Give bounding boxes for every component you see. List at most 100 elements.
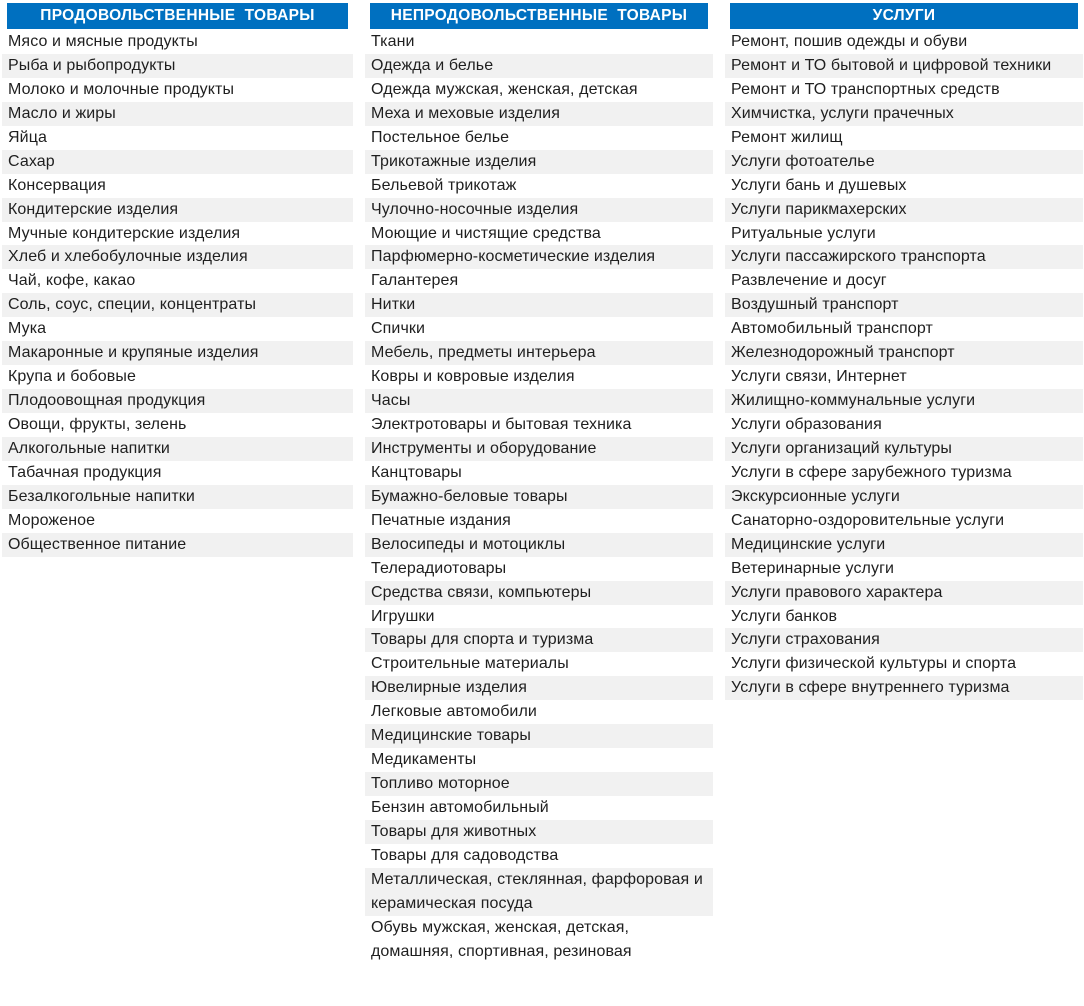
list-item: Безалкогольные напитки [2,484,353,509]
list-item: Крупа и бобовые [8,368,136,386]
list-item: Услуги правового характера [725,580,1083,605]
list-item: Легковые автомобили [371,703,537,721]
list-item: Воздушный транспорт [725,293,1083,318]
column-header-nonfood: НЕПРОДОВОЛЬСТВЕННЫЕ ТОВАРЫ [370,3,708,29]
list-item: Услуги пассажирского транспорта [725,245,1083,270]
list-item: Медицинские товары [365,724,713,749]
list-item: Кондитерские изделия [2,197,353,222]
list-item: Бельевой трикотаж [371,176,517,194]
list-item: Часы [365,389,713,413]
list-item: Мука [8,320,47,338]
list-item: Велосипеды и мотоциклы [365,532,713,557]
list-item: Ритуальные услуги [731,224,876,242]
category-table: ПРОДОВОЛЬСТВЕННЫЕ ТОВАРЫ Мясо и мясные п… [2,3,1083,964]
list-item: Обувь мужская, женская, детская, домашня… [371,918,632,960]
list-item: Санаторно-оздоровительные услуги [731,511,1005,529]
list-item: Товары для садоводства [371,846,559,864]
column-header-services: УСЛУГИ [730,3,1078,29]
list-item: Жилищно-коммунальные услуги [725,389,1083,413]
column-rows-services: Ремонт, пошив одежды и обуви Ремонт и ТО … [725,30,1083,701]
list-item: Мебель, предметы интерьера [365,341,713,366]
list-item: Товары для животных [365,819,713,844]
list-item: Одежда и белье [365,53,713,78]
list-item: Соль, соус, специи, концентраты [2,293,353,318]
list-item: Товары для спорта и туризма [365,628,713,653]
list-item: Общественное питание [2,532,353,557]
column-title: НЕПРОДОВОЛЬСТВЕННЫЕ ТОВАРЫ [390,7,688,24]
list-item: Ткани [371,33,415,50]
list-item: Электротовары и бытовая техника [371,416,632,433]
list-item: Нитки [365,293,713,318]
column-rows-nonfood: Ткани Одежда и белье Одежда мужская, женск… [365,30,713,964]
list-item: Мясо и мясные продукты [8,33,198,50]
list-item: Ремонт жилищ [731,128,843,146]
list-item: Печатные издания [371,511,511,529]
list-item: Мороженое [8,511,96,529]
list-item: Меха и меховые изделия [365,101,713,126]
list-item: Средства связи, компьютеры [365,580,713,605]
list-item: Канцтовары [371,463,462,481]
column-header-food: ПРОДОВОЛЬСТВЕННЫЕ ТОВАРЫ [7,3,348,29]
list-item: Химчистка, услуги прачечных [725,101,1083,126]
column-title: ПРОДОВОЛЬСТВЕННЫЕ ТОВАРЫ [40,7,315,24]
list-item: Овощи, фрукты, зелень [8,416,187,433]
list-item: Молоко и молочные продукты [8,80,235,98]
list-item: Услуги в сфере зарубежного туризма [731,463,1012,481]
list-item: Развлечение и досуг [731,272,887,290]
list-item: Услуги фотоателье [725,149,1083,174]
list-item: Услуги бань и душевых [731,176,907,194]
list-item: Алкогольные напитки [2,436,353,461]
list-item: Ветеринарные услуги [731,559,895,577]
list-item: Масло и жиры [2,101,353,126]
list-item: Экскурсионные услуги [725,484,1083,509]
list-item: Игрушки [371,607,435,625]
list-item: Спички [371,320,426,338]
list-item: Рыба и рыбопродукты [2,53,353,78]
column-food-products: ПРОДОВОЛЬСТВЕННЫЕ ТОВАРЫ Мясо и мясные п… [2,3,353,557]
column-services: УСЛУГИ Ремонт, пошив одежды и обуви Ремон… [725,3,1083,701]
list-item: Яйца [8,128,47,146]
list-item: Телерадиотовары [371,559,507,577]
list-item: Ковры и ковровые изделия [371,368,575,386]
list-item: Трикотажные изделия [365,149,713,174]
list-item: Бумажно-беловые товары [365,484,713,509]
list-item: Медикаменты [371,751,477,769]
list-item: Сахар [2,149,353,174]
list-item: Топливо моторное [365,772,713,796]
list-item: Одежда мужская, женская, детская [371,80,638,98]
list-item: Чай, кофе, какао [8,272,136,290]
list-item: Консервация [8,176,106,194]
list-item: Железнодорожный транспорт [725,341,1083,366]
column-rows-food: Мясо и мясные продукты Рыба и рыбопродукт… [2,30,353,557]
list-item: Табачная продукция [8,463,162,481]
list-item: Макаронные и крупяные изделия [2,341,353,366]
list-item: Услуги образования [731,416,882,433]
list-item: Услуги банков [731,607,838,625]
list-item: Моющие и чистящие средства [371,224,601,242]
list-item: Услуги физической культуры и спорта [731,655,1017,673]
list-item: Услуги организаций культуры [725,436,1083,461]
list-item: Хлеб и хлебобулочные изделия [2,245,353,270]
list-item: Чулочно-носочные изделия [365,197,713,222]
list-item: Услуги в сфере внутреннего туризма [725,676,1083,701]
list-item: Бензин автомобильный [371,799,549,816]
list-item: Ремонт, пошив одежды и обуви [731,33,968,50]
list-item: Парфюмерно-косметические изделия [365,245,713,270]
list-item: Услуги связи, Интернет [731,368,907,386]
list-item: Ювелирные изделия [365,676,713,701]
list-item: Ремонт и ТО транспортных средств [731,80,1000,98]
list-item: Плодоовощная продукция [2,389,353,413]
list-item: Строительные материалы [371,655,569,673]
list-item: Инструменты и оборудование [365,436,713,461]
list-item: Медицинские услуги [725,532,1083,557]
list-item: Услуги парикмахерских [725,197,1083,222]
list-item: Постельное белье [371,128,510,146]
list-item: Металлическая, стеклянная, фарфоровая и … [365,867,713,916]
list-item: Автомобильный транспорт [731,320,933,338]
list-item: Услуги страхования [725,628,1083,653]
list-item: Мучные кондитерские изделия [8,224,241,242]
column-nonfood-products: НЕПРОДОВОЛЬСТВЕННЫЕ ТОВАРЫ Ткани Одежда и… [365,3,713,964]
list-item: Галантерея [371,272,459,290]
column-title: УСЛУГИ [872,7,936,24]
list-item: Ремонт и ТО бытовой и цифровой техники [725,53,1083,78]
